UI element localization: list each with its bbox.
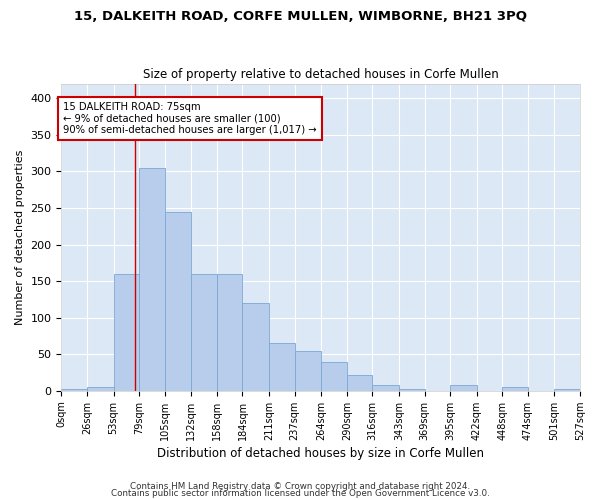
Y-axis label: Number of detached properties: Number of detached properties xyxy=(15,150,25,325)
Text: Contains public sector information licensed under the Open Government Licence v3: Contains public sector information licen… xyxy=(110,489,490,498)
Title: Size of property relative to detached houses in Corfe Mullen: Size of property relative to detached ho… xyxy=(143,68,499,81)
Bar xyxy=(373,385,399,391)
Bar xyxy=(269,344,295,391)
X-axis label: Distribution of detached houses by size in Corfe Mullen: Distribution of detached houses by size … xyxy=(157,447,484,460)
Bar xyxy=(113,274,139,391)
Bar xyxy=(450,385,476,391)
Bar xyxy=(217,274,242,391)
Text: Contains HM Land Registry data © Crown copyright and database right 2024.: Contains HM Land Registry data © Crown c… xyxy=(130,482,470,491)
Bar xyxy=(321,362,347,391)
Bar xyxy=(242,303,269,391)
Bar xyxy=(347,374,373,391)
Bar xyxy=(554,390,580,391)
Text: 15 DALKEITH ROAD: 75sqm
← 9% of detached houses are smaller (100)
90% of semi-de: 15 DALKEITH ROAD: 75sqm ← 9% of detached… xyxy=(64,102,317,135)
Bar xyxy=(61,390,87,391)
Bar xyxy=(165,212,191,391)
Text: 15, DALKEITH ROAD, CORFE MULLEN, WIMBORNE, BH21 3PQ: 15, DALKEITH ROAD, CORFE MULLEN, WIMBORN… xyxy=(74,10,527,23)
Bar xyxy=(191,274,217,391)
Bar xyxy=(295,350,321,391)
Bar xyxy=(139,168,165,391)
Bar xyxy=(87,387,113,391)
Bar xyxy=(502,387,528,391)
Bar xyxy=(399,390,425,391)
